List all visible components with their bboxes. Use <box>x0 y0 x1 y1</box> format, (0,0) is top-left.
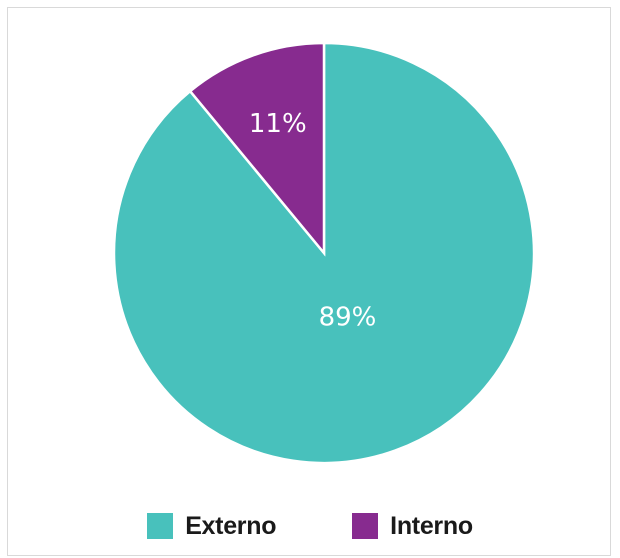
legend-item-interno: Interno <box>352 512 473 541</box>
data-label-interno: 11% <box>249 109 307 139</box>
legend-item-externo: Externo <box>147 512 276 541</box>
legend-label-interno: Interno <box>390 511 473 540</box>
legend-label-externo: Externo <box>185 511 277 540</box>
legend: Externo Interno <box>8 506 612 546</box>
pie-slice-interno <box>188 41 326 257</box>
legend-swatch-interno <box>352 513 379 539</box>
pie-chart: 89% 11% <box>112 41 536 465</box>
legend-swatch-externo <box>147 513 174 539</box>
data-label-externo: 89% <box>319 303 377 333</box>
chart-frame: 89% 11% Externo Interno <box>7 7 611 556</box>
